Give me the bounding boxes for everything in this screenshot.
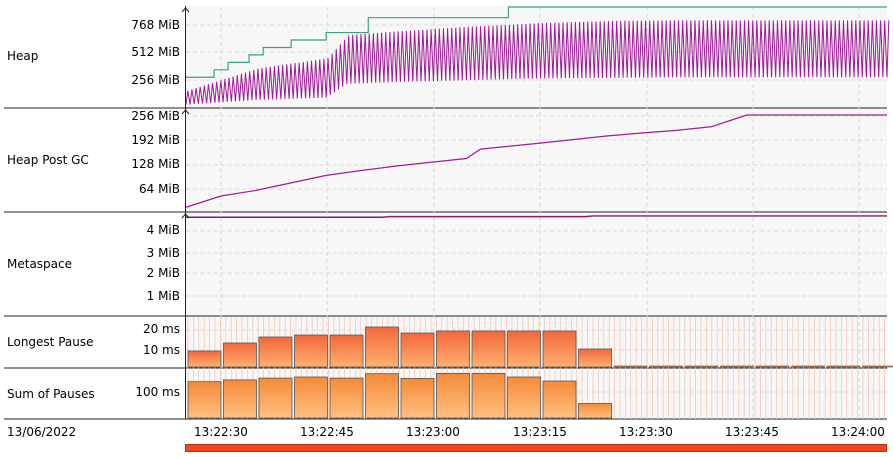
heap-post-gc-tick-64: 64 MiB: [138, 182, 180, 196]
sum-of-pauses-bars: [187, 372, 612, 419]
metaspace-tick-1: 1 MiB: [146, 289, 180, 303]
row-label-heap-post-gc: Heap Post GC: [7, 153, 89, 167]
sum-of-pauses-bar-4: [329, 377, 364, 419]
axis-arrow-0: [181, 7, 190, 13]
longest-pause-bar-14: [684, 365, 719, 368]
sum-of-pauses-bar-1: [223, 379, 257, 419]
sum-of-pauses-bar-2: [258, 377, 293, 419]
longest-pause-bar-10: [542, 330, 577, 368]
longest-pause-bar-8: [471, 330, 506, 368]
time-tick-6: 13:23:45: [725, 425, 779, 439]
sum-of-pauses-tick-100: 100 ms: [135, 385, 180, 399]
sum-of-pauses-bar-0: [187, 381, 222, 419]
sum-of-pauses-bar-9: [507, 376, 541, 419]
longest-pause-bar-6: [400, 332, 435, 368]
time-tick-5: 13:23:30: [619, 425, 673, 439]
heap-tick-256: 256 MiB: [131, 73, 180, 87]
time-tick-7: 13:24:00: [831, 425, 885, 439]
time-tick-1: 13:22:30: [194, 425, 248, 439]
longest-pause-bar-18: [826, 365, 861, 368]
longest-pause-bar-1: [223, 342, 257, 368]
longest-pause-bar-0: [187, 350, 222, 368]
gridlines: [186, 7, 887, 419]
sum-of-pauses-bar-8: [471, 372, 506, 419]
axis-arrows: [181, 7, 190, 219]
sum-of-pauses-bar-6: [400, 377, 435, 419]
heap-tick-512: 512 MiB: [131, 45, 180, 59]
heap-post-gc-tick-192: 192 MiB: [131, 133, 180, 147]
longest-pause-tick-10: 10 ms: [142, 343, 180, 357]
longest-pause-bar-2: [258, 336, 293, 368]
longest-pause-bars: [187, 326, 893, 368]
longest-pause-bar-5: [365, 326, 399, 368]
time-tick-2: 13:22:45: [300, 425, 354, 439]
longest-pause-bar-13: [649, 365, 683, 368]
longest-pause-tick-20: 20 ms: [142, 322, 180, 336]
longest-pause-bar-3: [294, 334, 328, 368]
sum-of-pauses-bar-10: [542, 380, 577, 419]
longest-pause-bar-17: [791, 365, 825, 368]
axis-arrow-1: [181, 109, 190, 115]
longest-pause-bar-19: [862, 365, 893, 368]
longest-pause-bar-12: [613, 365, 648, 368]
date-label: 13/06/2022: [7, 425, 77, 439]
heap-series: [185, 6, 890, 105]
row-label-metaspace: Metaspace: [7, 257, 72, 271]
heap-post-gc-series: [185, 114, 887, 208]
heap-committed-line: [186, 6, 887, 78]
longest-pause-bar-16: [755, 365, 790, 368]
time-tick-3: 13:23:00: [406, 425, 460, 439]
heap-post-gc-tick-256: 256 MiB: [131, 109, 180, 123]
heap-used-line: [185, 20, 890, 105]
longest-pause-bar-9: [507, 330, 541, 368]
time-range-selector[interactable]: [185, 444, 887, 452]
heap-tick-768: 768 MiB: [131, 18, 180, 32]
longest-pause-bar-15: [720, 365, 754, 368]
axis-arrow-2: [181, 213, 190, 219]
sum-of-pauses-bar-11: [578, 403, 612, 419]
longest-pause-bar-7: [436, 330, 470, 368]
longest-pause-bar-11: [578, 348, 612, 368]
longest-pause-bar-4: [329, 334, 364, 368]
metaspace-tick-2: 2 MiB: [146, 266, 180, 280]
metaspace-tick-4: 4 MiB: [146, 223, 180, 237]
heap-post-gc-line: [185, 114, 887, 208]
time-tick-4: 13:23:15: [513, 425, 567, 439]
metaspace-tick-3: 3 MiB: [146, 246, 180, 260]
metaspace-series: [186, 215, 887, 218]
sum-of-pauses-bar-7: [436, 372, 470, 419]
row-label-sum-of-pauses: Sum of Pauses: [7, 387, 95, 401]
row-label-heap: Heap: [7, 49, 39, 63]
sum-of-pauses-bar-5: [365, 373, 399, 419]
row-label-longest-pause: Longest Pause: [7, 335, 94, 349]
heap-post-gc-tick-128: 128 MiB: [131, 157, 180, 171]
metaspace-line: [186, 215, 887, 218]
sum-of-pauses-bar-3: [294, 376, 328, 419]
